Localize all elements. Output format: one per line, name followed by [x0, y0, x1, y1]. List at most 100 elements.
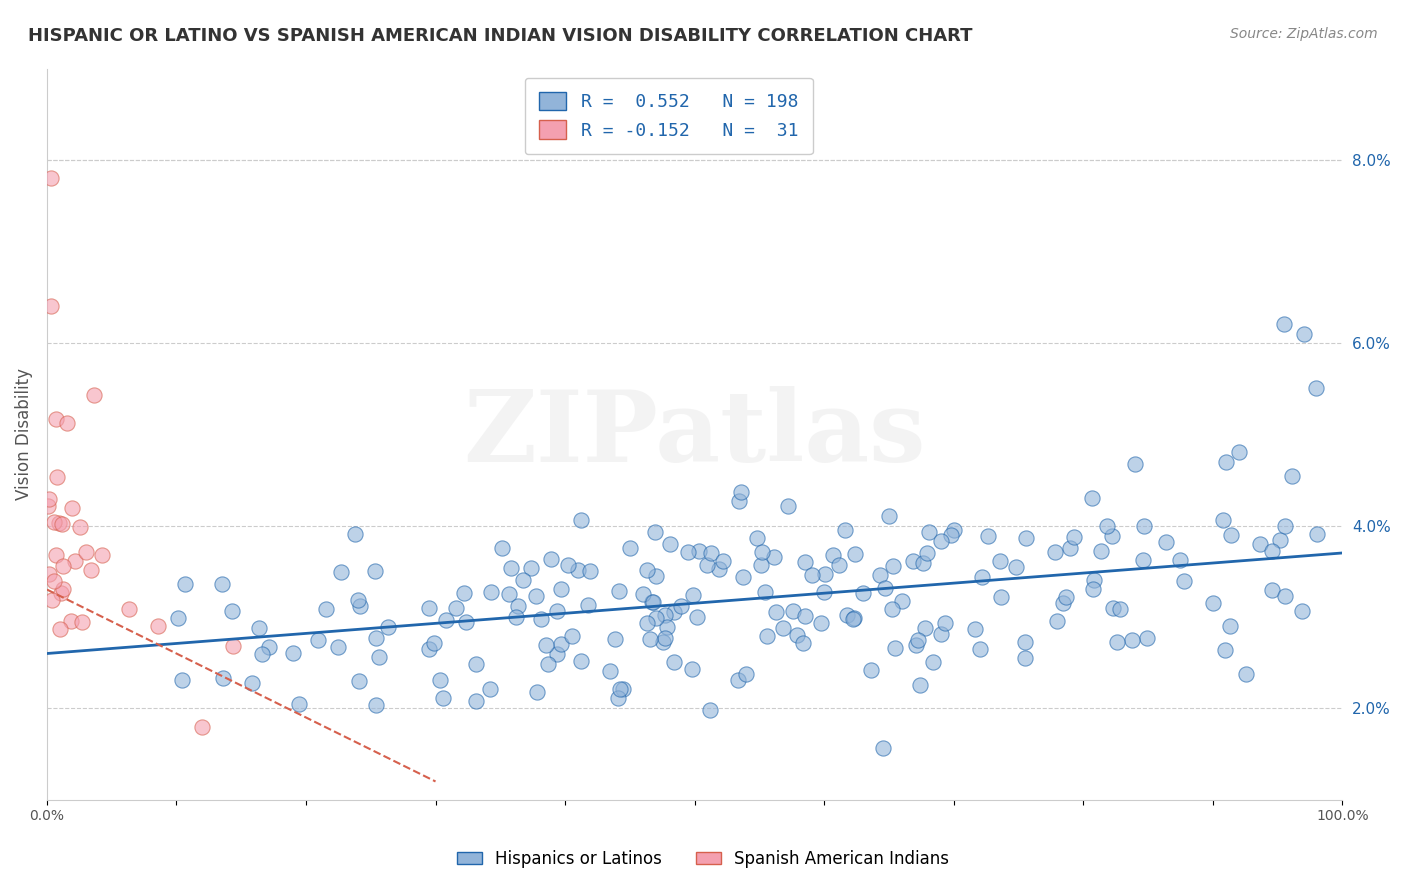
- Point: [609, 681, 631, 696]
- Point: [465, 657, 488, 671]
- Point: [688, 543, 710, 558]
- Point: [221, 604, 243, 618]
- Point: [607, 690, 630, 705]
- Point: [418, 641, 440, 656]
- Point: [1121, 633, 1143, 648]
- Point: [644, 525, 666, 540]
- Point: [501, 561, 523, 575]
- Point: [534, 638, 557, 652]
- Point: [505, 610, 527, 624]
- Point: [44, 574, 66, 588]
- Point: [728, 494, 751, 508]
- Point: [776, 499, 799, 513]
- Point: [330, 566, 353, 580]
- Point: [1052, 596, 1074, 610]
- Point: [755, 629, 778, 643]
- Point: [1213, 643, 1236, 657]
- Point: [814, 567, 837, 582]
- Point: [903, 554, 925, 568]
- Point: [1059, 541, 1081, 555]
- Point: [963, 622, 986, 636]
- Point: [699, 703, 721, 717]
- Point: [841, 612, 863, 626]
- Point: [735, 666, 758, 681]
- Point: [432, 690, 454, 705]
- Point: [91, 548, 114, 562]
- Point: [561, 629, 583, 643]
- Point: [990, 554, 1012, 568]
- Point: [75, 544, 97, 558]
- Point: [1101, 529, 1123, 543]
- Point: [699, 546, 721, 560]
- Point: [821, 548, 844, 562]
- Point: [911, 556, 934, 570]
- Point: [882, 601, 904, 615]
- Point: [434, 613, 457, 627]
- Point: [550, 637, 572, 651]
- Point: [69, 520, 91, 534]
- Point: [837, 608, 859, 623]
- Point: [844, 547, 866, 561]
- Point: [655, 620, 678, 634]
- Point: [170, 673, 193, 687]
- Point: [1083, 582, 1105, 597]
- Point: [990, 590, 1012, 604]
- Point: [418, 601, 440, 615]
- Text: HISPANIC OR LATINO VS SPANISH AMERICAN INDIAN VISION DISABILITY CORRELATION CHAR: HISPANIC OR LATINO VS SPANISH AMERICAN I…: [28, 27, 973, 45]
- Point: [288, 697, 311, 711]
- Point: [52, 582, 75, 596]
- Point: [905, 638, 928, 652]
- Point: [636, 563, 658, 577]
- Point: [793, 555, 815, 569]
- Point: [1305, 381, 1327, 395]
- Point: [326, 640, 349, 654]
- Point: [1043, 545, 1066, 559]
- Point: [709, 561, 731, 575]
- Point: [307, 633, 329, 648]
- Point: [498, 586, 520, 600]
- Point: [1105, 635, 1128, 649]
- Point: [45, 470, 67, 484]
- Point: [349, 599, 371, 614]
- Point: [749, 558, 772, 573]
- Point: [63, 554, 86, 568]
- Point: [49, 622, 72, 636]
- Point: [1136, 631, 1159, 645]
- Point: [681, 662, 703, 676]
- Point: [943, 523, 966, 537]
- Point: [1202, 596, 1225, 610]
- Point: [686, 609, 709, 624]
- Point: [873, 582, 896, 596]
- Point: [612, 682, 634, 697]
- Point: [1212, 513, 1234, 527]
- Point: [259, 640, 281, 654]
- Point: [45, 549, 67, 563]
- Point: [1291, 604, 1313, 618]
- Point: [842, 611, 865, 625]
- Point: [1083, 573, 1105, 587]
- Point: [1292, 326, 1315, 341]
- Point: [763, 550, 786, 565]
- Point: [645, 611, 668, 625]
- Point: [37, 499, 59, 513]
- Point: [60, 501, 83, 516]
- Point: [1063, 530, 1085, 544]
- Point: [917, 546, 939, 560]
- Point: [1274, 519, 1296, 533]
- Point: [884, 640, 907, 655]
- Point: [1005, 560, 1028, 574]
- Point: [794, 609, 817, 624]
- Point: [929, 534, 952, 549]
- Point: [429, 673, 451, 687]
- Point: [49, 586, 72, 600]
- Point: [38, 492, 60, 507]
- Point: [891, 594, 914, 608]
- Point: [654, 631, 676, 645]
- Point: [367, 650, 389, 665]
- Point: [343, 527, 366, 541]
- Point: [786, 628, 808, 642]
- Point: [519, 561, 541, 575]
- Point: [1132, 553, 1154, 567]
- Point: [1261, 544, 1284, 558]
- Point: [579, 564, 602, 578]
